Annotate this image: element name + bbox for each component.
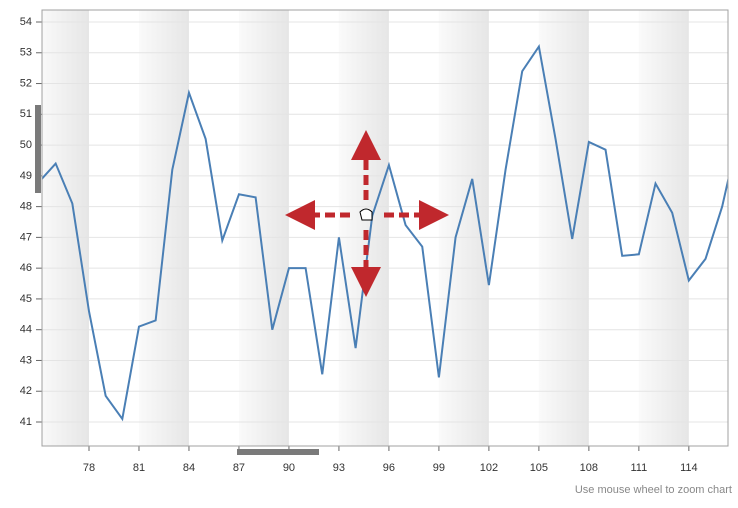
x-tick-label: 114 bbox=[680, 462, 698, 474]
y-tick-label: 51 bbox=[20, 108, 32, 120]
y-tick-label: 43 bbox=[20, 354, 32, 366]
x-tick-label: 81 bbox=[133, 462, 145, 474]
band bbox=[138, 10, 189, 446]
x-tick-label: 96 bbox=[383, 462, 395, 474]
x-tick-label: 78 bbox=[83, 462, 95, 474]
zoom-hint: Use mouse wheel to zoom chart bbox=[575, 484, 732, 496]
x-tick-label: 102 bbox=[480, 462, 498, 474]
x-tick-label: 105 bbox=[530, 462, 548, 474]
x-tick-label: 84 bbox=[183, 462, 195, 474]
y-tick-label: 54 bbox=[20, 16, 32, 28]
band bbox=[238, 10, 289, 446]
x-tick-label: 87 bbox=[233, 462, 245, 474]
band bbox=[438, 10, 489, 446]
band bbox=[42, 10, 89, 446]
y-tick-label: 47 bbox=[20, 231, 32, 243]
y-tick-label: 41 bbox=[20, 416, 32, 428]
x-tick-label: 90 bbox=[283, 462, 295, 474]
x-tick-label: 108 bbox=[580, 462, 598, 474]
x-tick-label: 93 bbox=[333, 462, 345, 474]
y-tick-label: 53 bbox=[20, 47, 32, 59]
hand-icon bbox=[359, 208, 373, 221]
y-tick-label: 48 bbox=[20, 201, 32, 213]
y-tick-label: 44 bbox=[20, 324, 32, 336]
plot-border bbox=[41, 9, 729, 447]
band bbox=[538, 10, 589, 446]
band bbox=[638, 10, 689, 446]
y-scrollbar[interactable] bbox=[35, 105, 41, 193]
x-tick-label: 111 bbox=[630, 462, 647, 474]
y-tick-label: 52 bbox=[20, 77, 32, 89]
x-tick-label: 99 bbox=[433, 462, 445, 474]
band bbox=[338, 10, 389, 446]
y-tick-label: 45 bbox=[20, 293, 32, 305]
pan-cursor bbox=[285, 130, 449, 297]
y-tick-label: 46 bbox=[20, 262, 32, 274]
y-tick-label: 42 bbox=[20, 385, 32, 397]
y-tick-label: 49 bbox=[20, 170, 32, 182]
x-scrollbar[interactable] bbox=[237, 449, 319, 455]
y-tick-label: 50 bbox=[20, 139, 32, 151]
data-line bbox=[42, 44, 728, 422]
